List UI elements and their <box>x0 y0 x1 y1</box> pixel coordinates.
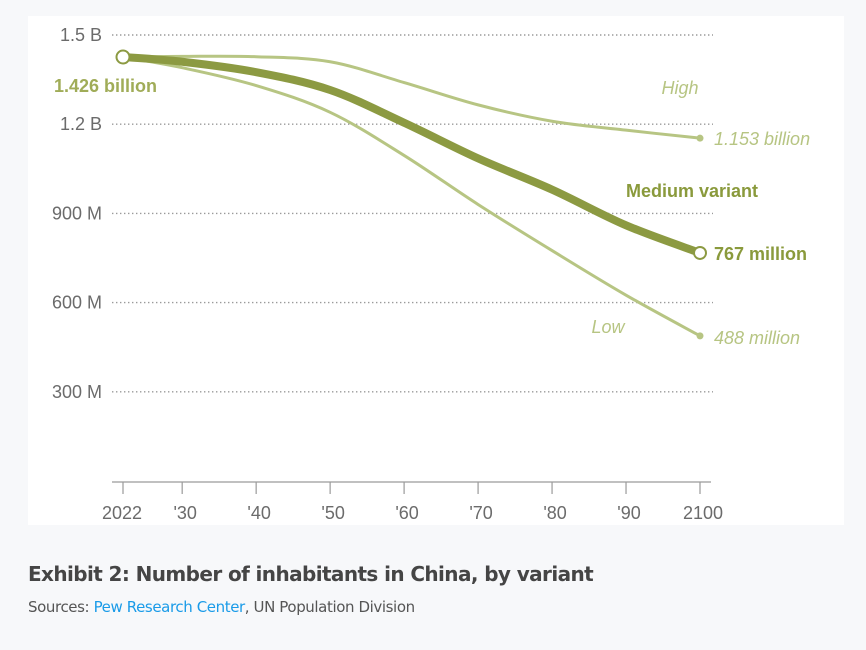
y-axis: 300 M 600 M 900 M 1.2 B 1.5 B <box>52 25 102 402</box>
end-value-label-low: 488 million <box>714 328 800 348</box>
chart-title: Exhibit 2: Number of inhabitants in Chin… <box>28 562 594 586</box>
x-tick-label: '60 <box>395 503 418 523</box>
series-labels: 1.426 billion High Medium variant Low 1.153 … <box>54 76 810 348</box>
x-tick-label: '80 <box>543 503 566 523</box>
start-value-label: 1.426 billion <box>54 76 157 96</box>
series-line-high <box>121 54 702 140</box>
x-tick-label: '40 <box>247 503 270 523</box>
x-tick-label: 2100 <box>683 503 723 523</box>
x-tick-label: '50 <box>321 503 344 523</box>
end-point-marker <box>693 245 707 260</box>
y-tick-label: 1.5 B <box>60 25 102 45</box>
y-tick-label: 300 M <box>52 382 102 402</box>
series-line-medium-variant <box>119 53 704 257</box>
series-lines <box>115 49 707 340</box>
gridlines <box>112 34 713 393</box>
x-tick-label: '90 <box>617 503 640 523</box>
chart-sources: Sources: Pew Research Center, UN Populat… <box>28 598 415 616</box>
end-point-marker <box>696 332 704 340</box>
x-tick-label: 2022 <box>102 503 142 523</box>
y-tick-label: 900 M <box>52 203 102 223</box>
series-label-low: Low <box>591 317 625 337</box>
series-line-low <box>121 55 702 338</box>
sources-prefix: Sources: <box>28 598 94 616</box>
chart-panel: 300 M 600 M 900 M 1.2 B 1.5 B 2022 '30 '40 '50 '… <box>28 16 844 525</box>
pew-research-link[interactable]: Pew Research Center <box>93 598 246 616</box>
series-label-high: High <box>661 78 698 98</box>
x-tick-label: '30 <box>173 503 196 523</box>
line-chart: 300 M 600 M 900 M 1.2 B 1.5 B 2022 '30 '40 '50 '… <box>52 25 810 523</box>
start-point-marker <box>115 49 131 65</box>
sources-suffix: , UN Population Division <box>244 598 415 616</box>
y-tick-label: 1.2 B <box>60 114 102 134</box>
x-tick-label: '70 <box>469 503 492 523</box>
end-point-marker <box>696 134 704 142</box>
x-axis: 2022 '30 '40 '50 '60 '70 '80 '90 2100 <box>102 481 723 523</box>
series-label-medium: Medium variant <box>626 181 758 201</box>
y-tick-label: 600 M <box>52 293 102 313</box>
end-value-label-high: 1.153 billion <box>714 129 810 149</box>
end-value-label-medium: 767 million <box>714 244 807 264</box>
